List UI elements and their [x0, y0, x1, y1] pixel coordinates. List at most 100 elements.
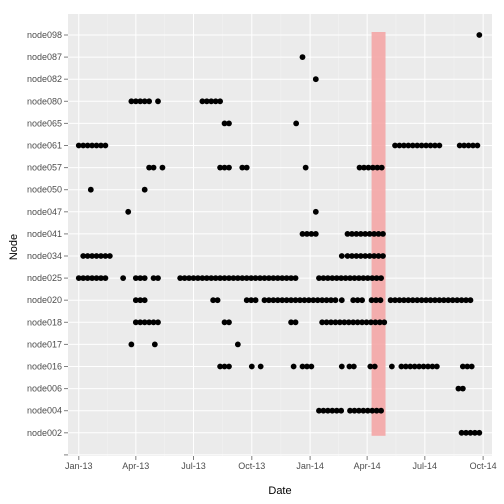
- data-point-node020: [359, 297, 365, 304]
- data-point-node080: [132, 98, 139, 105]
- data-point-node016: [402, 363, 409, 370]
- data-point-node061: [89, 142, 95, 149]
- data-point-node018: [150, 319, 157, 326]
- data-point-node065: [221, 120, 228, 127]
- data-point-node006: [455, 385, 462, 392]
- data-point-node018: [350, 319, 357, 326]
- data-point-node025: [292, 275, 299, 281]
- y-tick-label: node098: [27, 30, 62, 40]
- data-point-node016: [433, 363, 440, 370]
- data-point-node020: [314, 297, 321, 304]
- data-point-node025: [378, 275, 384, 281]
- x-axis: Jan-13 Apr-13 Jul-13 Oct-13 Jan-14 Apr-14 Jul-…: [65, 456, 497, 471]
- data-point-node020: [354, 297, 361, 304]
- y-tick-label: node002: [27, 428, 62, 438]
- data-point-node016: [338, 363, 345, 370]
- data-point-node020: [266, 297, 272, 304]
- data-point-node020: [392, 297, 398, 304]
- data-point-node020: [396, 297, 403, 304]
- data-point-node061: [98, 142, 104, 149]
- y-axis-title: Node: [8, 234, 20, 260]
- data-point-node020: [405, 297, 412, 304]
- data-point-node018: [226, 319, 232, 326]
- data-point-node041: [308, 231, 315, 237]
- data-point-node057: [365, 164, 372, 171]
- data-point-node002: [471, 429, 478, 436]
- data-point-node080: [137, 98, 144, 105]
- data-point-node020: [409, 297, 416, 304]
- data-point-node002: [476, 429, 483, 436]
- data-point-node020: [270, 297, 277, 304]
- data-point-node061: [409, 142, 416, 149]
- data-point-node018: [328, 319, 334, 326]
- data-point-node018: [319, 319, 326, 326]
- data-point-node041: [344, 231, 351, 237]
- y-tick-label: node004: [27, 406, 62, 416]
- data-point-node016: [420, 363, 427, 370]
- data-point-node025: [230, 275, 237, 281]
- data-point-node016: [429, 363, 436, 370]
- data-point-node025: [243, 275, 250, 281]
- y-tick-label: node057: [27, 163, 62, 173]
- data-point-node025: [177, 275, 184, 281]
- data-point-node057: [150, 164, 157, 171]
- data-point-node018: [376, 319, 383, 326]
- data-point-node025: [89, 275, 95, 281]
- data-point-node016: [388, 363, 395, 370]
- data-point-node057: [217, 164, 224, 171]
- data-point-node025: [239, 275, 246, 281]
- data-point-node025: [329, 275, 336, 281]
- data-point-node018: [137, 319, 144, 326]
- data-point-node061: [396, 142, 403, 149]
- data-point-node018: [292, 319, 299, 326]
- data-point-node016: [346, 363, 353, 370]
- data-point-node018: [221, 319, 228, 326]
- data-point-node061: [423, 142, 429, 149]
- data-point-node020: [350, 297, 357, 304]
- data-point-node025: [356, 275, 362, 281]
- data-point-node057: [369, 164, 376, 171]
- data-point-node004: [316, 407, 322, 414]
- data-point-node016: [416, 363, 423, 370]
- data-point-node004: [351, 407, 358, 414]
- data-point-node025: [266, 275, 272, 281]
- data-point-node025: [270, 275, 277, 281]
- data-point-node020: [445, 297, 452, 304]
- minor-gridlines: [106, 14, 455, 456]
- x-tick-label: Jan-13: [65, 461, 93, 471]
- data-point-node016: [464, 363, 471, 370]
- data-point-node018: [336, 319, 343, 326]
- data-point-node061: [456, 142, 463, 149]
- data-point-node004: [338, 407, 345, 414]
- data-point-node020: [423, 297, 429, 304]
- data-point-node020: [332, 297, 339, 304]
- data-point-node057: [361, 164, 367, 171]
- data-point-node020: [463, 297, 469, 304]
- data-point-node020: [305, 297, 312, 304]
- y-tick-label: node087: [27, 52, 62, 62]
- data-point-node025: [102, 275, 109, 281]
- data-point-node025: [141, 275, 148, 281]
- data-point-node061: [414, 142, 421, 149]
- data-point-node020: [137, 297, 144, 304]
- data-point-node034: [80, 253, 87, 259]
- data-point-node057: [146, 164, 153, 171]
- data-point-node018: [368, 319, 374, 326]
- data-point-node016: [299, 363, 306, 370]
- data-point-node025: [261, 275, 268, 281]
- data-point-node020: [297, 297, 303, 304]
- data-point-node018: [132, 319, 139, 326]
- data-point-node018: [155, 319, 161, 326]
- data-point-node018: [341, 319, 348, 326]
- data-point-node061: [392, 142, 398, 149]
- data-point-node034: [380, 253, 386, 259]
- data-point-node016: [367, 363, 374, 370]
- data-point-node025: [75, 275, 82, 281]
- data-point-node016: [257, 363, 264, 370]
- data-point-node020: [292, 297, 299, 304]
- data-point-node061: [436, 142, 443, 149]
- data-point-node004: [329, 407, 336, 414]
- x-tick-label: Jan-14: [296, 461, 324, 471]
- data-point-node025: [338, 275, 345, 281]
- data-point-node020: [248, 297, 255, 304]
